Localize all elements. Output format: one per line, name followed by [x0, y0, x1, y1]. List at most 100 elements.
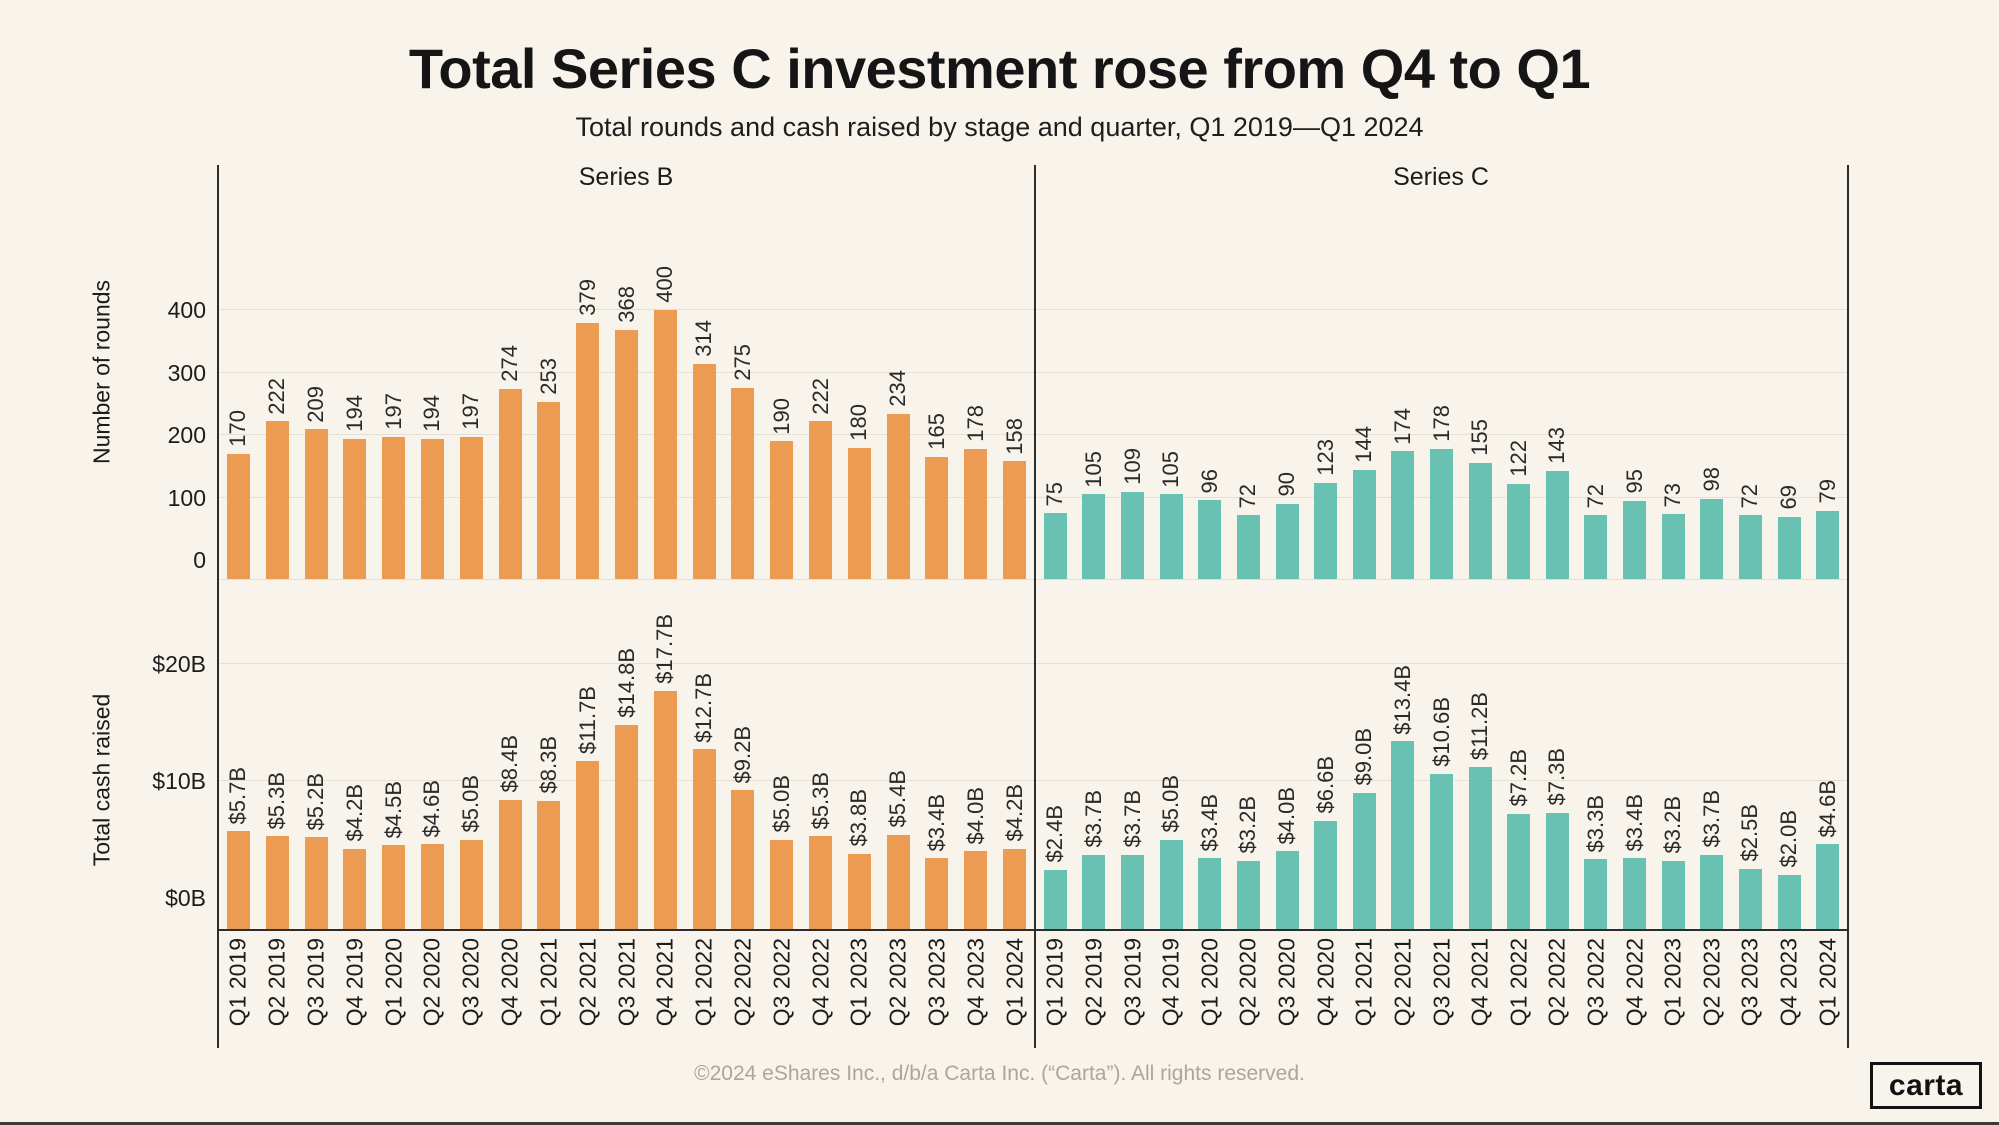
- x-axis-label: Q2 2020: [1234, 938, 1261, 1027]
- x-axis-label: Q3 2023: [1736, 938, 1763, 1027]
- bar-value-label: $5.7B: [225, 766, 251, 825]
- x-axis-label: Q4 2023: [1775, 938, 1802, 1027]
- bar-value-label: $10.6B: [1428, 697, 1454, 767]
- bar-value-label: $9.0B: [1351, 728, 1377, 786]
- bar-value-label: 274: [497, 345, 523, 382]
- bar-value-label: 314: [691, 320, 717, 357]
- gridline: [1036, 371, 1847, 373]
- bar-value-label: $3.4B: [1196, 793, 1222, 852]
- bar-value-label: 72: [1582, 483, 1608, 508]
- y-tick-label: $10B: [152, 768, 206, 794]
- series-c-title: Series C: [1393, 163, 1489, 191]
- y-tick-label: 100: [167, 484, 206, 511]
- x-axis-label: Q3 2023: [923, 938, 950, 1027]
- x-axis-label: Q1 2023: [845, 938, 872, 1027]
- bar: [1430, 448, 1453, 580]
- bar-value-label: 178: [1428, 405, 1454, 442]
- bar-value-label: $5.0B: [458, 775, 484, 833]
- bar-value-label: 178: [962, 405, 988, 442]
- bar-value-label: 180: [846, 403, 872, 441]
- y-axis-title-rounds: Number of rounds: [88, 279, 115, 465]
- bar: [731, 790, 755, 930]
- y-axis-ticks-rounds: 0 100 200 300 400: [120, 165, 206, 580]
- bar-value-label: $8.3B: [535, 736, 561, 794]
- bar-value-label: $3.8B: [846, 789, 872, 847]
- bar: [1468, 766, 1492, 930]
- bar: [1700, 498, 1724, 580]
- bar: [1121, 854, 1145, 930]
- x-axis-label: Q4 2021: [651, 938, 678, 1027]
- bar: [265, 836, 289, 930]
- x-axis-label: Q1 2021: [1350, 938, 1377, 1027]
- x-axis-label: Q1 2021: [535, 938, 562, 1027]
- bar-value-label: $5.2B: [303, 772, 329, 831]
- bar: [420, 438, 444, 580]
- bar: [692, 749, 716, 930]
- bar: [1816, 844, 1840, 930]
- x-axis-label: Q2 2023: [1698, 938, 1725, 1027]
- bar: [809, 836, 833, 930]
- bar-value-label: $3.7B: [1698, 790, 1724, 848]
- page-title: Total Series C investment rose from Q4 t…: [408, 37, 1591, 100]
- y-tick-label: 400: [167, 297, 206, 323]
- bar-value-label: $11.7B: [574, 686, 600, 755]
- bar: [1584, 515, 1608, 580]
- frame-line-right: [1847, 165, 1849, 1048]
- bar: [1198, 858, 1222, 930]
- bar: [886, 413, 910, 580]
- bar-value-label: 105: [1158, 450, 1184, 488]
- bar-value-label: $4.2B: [1001, 784, 1027, 842]
- bar-value-label: 190: [768, 397, 794, 435]
- bar-value-label: $3.7B: [1080, 790, 1106, 848]
- x-axis-label: Q1 2020: [1196, 938, 1223, 1027]
- bar-value-label: $9.2B: [729, 725, 755, 784]
- bar-value-label: $5.4B: [885, 770, 911, 828]
- bar: [1314, 483, 1338, 580]
- bar: [1159, 494, 1183, 580]
- bar-value-label: $3.7B: [1119, 790, 1145, 848]
- panel-series-c-rounds: 75 105 109 105 96 72 90 123 144 174 178 155 122 143 72…: [1036, 165, 1847, 580]
- bar-value-label: 194: [341, 395, 367, 432]
- bar-value-label: $4.0B: [1274, 786, 1300, 845]
- frame-line-left: [217, 165, 219, 1048]
- bar-value-label: 98: [1698, 467, 1724, 492]
- bar: [1236, 515, 1260, 580]
- bar: [1507, 483, 1531, 580]
- bar-value-label: 194: [419, 395, 445, 432]
- y-tick-label: 0: [193, 547, 206, 573]
- bar: [1082, 854, 1106, 930]
- bar-value-label: $4.5B: [380, 780, 406, 839]
- bar: [1623, 858, 1647, 930]
- bar-value-label: $3.4B: [923, 793, 949, 852]
- bar-value-label: 368: [613, 286, 639, 323]
- bar: [1352, 792, 1376, 930]
- x-axis-labels-series-c: Q1 2019 Q2 2019 Q3 2019 Q4 2019 Q1 2020 Q2 20…: [1036, 938, 1847, 1048]
- bar: [1121, 491, 1145, 580]
- gridline: [219, 309, 1034, 310]
- x-axis-label: Q1 2024: [1001, 938, 1028, 1027]
- bar: [1430, 773, 1453, 930]
- bar-value-label: 90: [1274, 472, 1300, 497]
- x-axis-label: Q3 2021: [613, 938, 639, 1027]
- gridline: [219, 663, 1034, 664]
- bar-value-label: 155: [1467, 419, 1493, 457]
- bar-value-label: 95: [1621, 469, 1647, 494]
- series-b-title: Series B: [578, 163, 674, 191]
- bar-value-label: 72: [1737, 483, 1763, 508]
- bar-value-label: $13.4B: [1389, 664, 1415, 735]
- bar-value-label: 275: [729, 344, 755, 382]
- panel-series-b-cash: $5.7B $5.3B $5.2B $4.2B $4.5B $4.6B $5.0B $8.4B…: [219, 614, 1034, 930]
- bar: [1003, 848, 1027, 930]
- bar: [615, 724, 638, 930]
- x-axis-label: Q1 2022: [1505, 938, 1532, 1027]
- y-tick-label: 300: [167, 359, 206, 386]
- bar: [1391, 741, 1415, 930]
- bar: [226, 831, 250, 930]
- bar: [809, 421, 833, 580]
- gridline: [1036, 309, 1847, 310]
- bar: [304, 837, 328, 930]
- bar: [692, 363, 716, 580]
- x-axis-labels-series-b: Q1 2019 Q2 2019 Q3 2019 Q4 2019 Q1 2020 Q2 20…: [219, 938, 1034, 1048]
- bar-value-label: 222: [264, 377, 290, 415]
- bar: [576, 761, 600, 930]
